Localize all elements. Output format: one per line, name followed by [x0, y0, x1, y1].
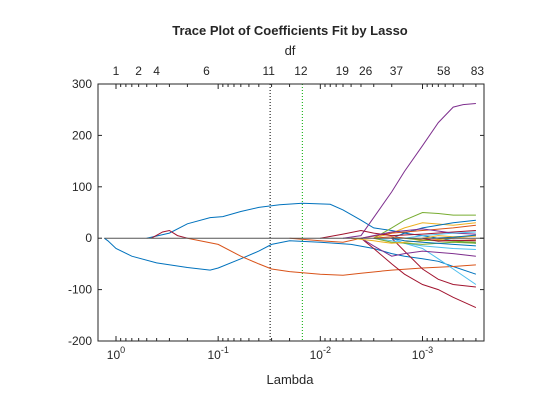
x-tick-base: 10	[207, 348, 221, 362]
coef-trace-2	[146, 202, 476, 244]
x-axis-ticks: 100 10-1 10-2 10-3	[107, 84, 477, 362]
coef-trace-4	[187, 237, 476, 276]
df-tick-label: 1	[113, 64, 120, 78]
y-tick-label: -200	[68, 334, 92, 348]
df-tick-label: 4	[153, 64, 160, 78]
df-tick-label: 2	[135, 64, 142, 78]
y-tick-label: 100	[72, 180, 92, 194]
df-axis-ticks: 1 2 4 6 11 12 19 26 37 58 83	[113, 64, 485, 78]
chart-title: Trace Plot of Coefficients Fit by Lasso	[172, 23, 408, 38]
x-axis-label: Lambda	[267, 372, 315, 387]
coef-trace-16	[373, 237, 476, 245]
coefficient-traces	[104, 103, 484, 309]
coef-trace-5	[360, 237, 477, 309]
coef-trace-24	[422, 237, 476, 242]
x-tick-exponent: -3	[425, 345, 433, 355]
x-tick-base: 10	[310, 348, 324, 362]
df-tick-label: 58	[437, 64, 451, 78]
top-axis-label: df	[285, 43, 296, 58]
x-tick-exponent: -2	[323, 345, 331, 355]
y-tick-label: 300	[72, 77, 92, 91]
coef-trace-3	[342, 103, 476, 239]
y-tick-label: 0	[85, 231, 92, 245]
coef-trace-13	[289, 224, 476, 243]
coef-trace-1	[104, 237, 477, 275]
coef-trace-21	[404, 231, 476, 239]
df-tick-label: 83	[471, 64, 485, 78]
x-tick-label: 10-3	[412, 345, 433, 362]
coef-trace-6	[391, 237, 476, 288]
df-tick-label: 11	[262, 64, 275, 78]
reference-lines	[269, 84, 303, 341]
x-tick-exponent: 0	[120, 345, 125, 355]
x-tick-base: 10	[107, 348, 121, 362]
coef-trace-11	[360, 237, 476, 257]
coef-trace-15	[373, 237, 476, 250]
coef-trace-7	[151, 229, 188, 239]
df-tick-label: 19	[336, 64, 350, 78]
df-tick-label: 26	[359, 64, 373, 78]
y-axis-ticks: -200 -100 0 100 200 300	[68, 77, 484, 348]
y-tick-label: 200	[72, 128, 92, 142]
df-tick-label: 37	[390, 64, 404, 78]
plot-area	[98, 84, 484, 341]
coef-trace-12	[391, 219, 476, 239]
df-tick-label: 12	[294, 64, 308, 78]
df-tick-label: 6	[203, 64, 210, 78]
x-tick-exponent: -1	[221, 345, 229, 355]
x-tick-label: 10-2	[310, 345, 331, 362]
x-tick-label: 10-1	[207, 345, 228, 362]
y-tick-label: -100	[68, 283, 92, 297]
x-tick-label: 100	[107, 345, 125, 362]
coef-trace-19	[391, 237, 476, 247]
coef-trace-8	[373, 211, 476, 239]
x-tick-base: 10	[412, 348, 426, 362]
plot-box	[97, 83, 485, 342]
